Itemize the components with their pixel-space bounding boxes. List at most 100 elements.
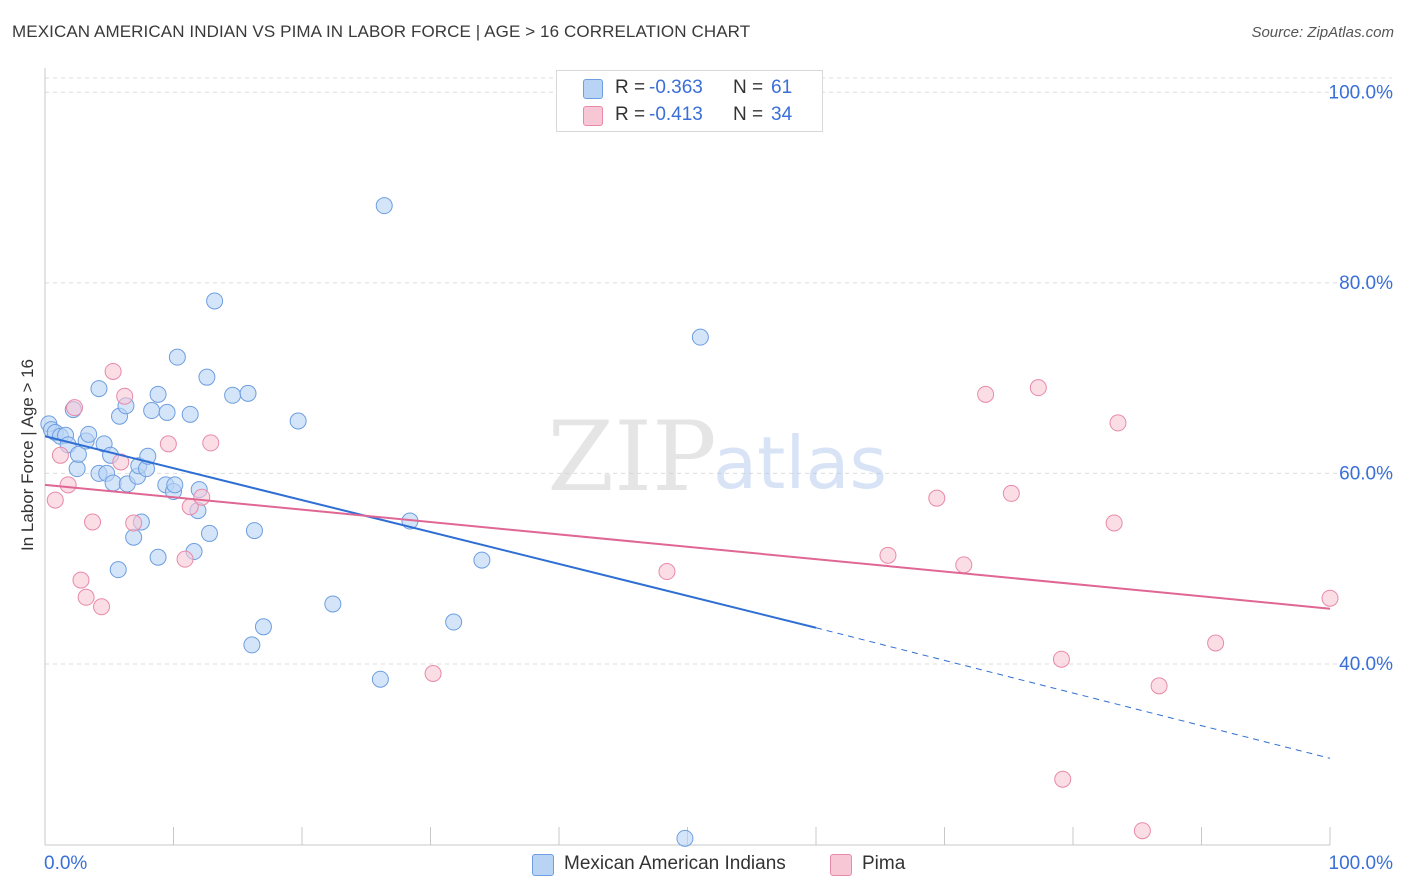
legend-r-label: R = (615, 77, 646, 98)
data-point (1054, 770, 1072, 788)
data-point (691, 328, 709, 346)
legend-swatch-pink (583, 106, 603, 126)
data-point (125, 528, 143, 546)
data-point (1109, 414, 1127, 432)
y-tick-label: 40.0% (1339, 654, 1393, 675)
data-point (1029, 379, 1047, 397)
data-point (206, 292, 224, 310)
legend-r-value: -0.363 (649, 77, 703, 98)
data-point (69, 445, 87, 463)
data-point (116, 387, 134, 405)
legend-swatch-pink (830, 854, 852, 876)
data-point (928, 489, 946, 507)
data-point (80, 425, 98, 443)
legend-r-label: R = (615, 104, 646, 125)
data-point (104, 362, 122, 380)
correlation-legend: R = -0.363 N = 61 R = -0.413 N = 34 (556, 70, 823, 132)
chart-title: MEXICAN AMERICAN INDIAN VS PIMA IN LABOR… (12, 22, 751, 41)
data-point (125, 514, 143, 532)
data-point (143, 402, 161, 420)
legend-swatch-blue (532, 854, 554, 876)
data-point (473, 551, 491, 569)
data-point (1150, 677, 1168, 695)
data-point (1321, 589, 1339, 607)
data-point (59, 476, 77, 494)
data-point (84, 513, 102, 531)
data-point (676, 829, 694, 847)
legend-n-label: N = (733, 77, 764, 98)
y-tick-label: 100.0% (1329, 82, 1394, 103)
data-point (879, 546, 897, 564)
data-point (977, 385, 995, 403)
data-point (245, 522, 263, 540)
data-point (424, 664, 442, 682)
legend-label: Mexican American Indians (564, 853, 786, 874)
data-point (375, 197, 393, 215)
data-point (239, 384, 257, 402)
data-point (254, 618, 272, 636)
y-tick-label: 60.0% (1339, 463, 1393, 484)
data-point (90, 380, 108, 398)
data-point (324, 595, 342, 613)
data-point (1052, 650, 1070, 668)
watermark-atlas: atlas (713, 421, 887, 505)
data-point (109, 561, 127, 579)
data-point (112, 453, 130, 471)
series-legend: Mexican American Indians Pima (0, 852, 1406, 878)
data-point (93, 598, 111, 616)
data-point (166, 476, 184, 494)
data-point (289, 412, 307, 430)
legend-swatch-blue (583, 79, 603, 99)
y-tick-labels: 40.0% 60.0% 80.0% 100.0% (1329, 82, 1394, 675)
data-point (445, 613, 463, 631)
data-point (198, 368, 216, 386)
chart-source: Source: ZipAtlas.com (1251, 24, 1394, 41)
data-point (202, 434, 220, 452)
legend-row-blue: R = -0.363 N = 61 (557, 75, 822, 101)
data-point (168, 348, 186, 366)
data-point (72, 571, 90, 589)
data-point (104, 474, 122, 492)
data-point (159, 435, 177, 453)
legend-label: Pima (862, 853, 906, 874)
data-point (955, 556, 973, 574)
data-point (1207, 634, 1225, 652)
data-point (149, 548, 167, 566)
data-point (158, 403, 176, 421)
series-mexican-american-indians (40, 197, 709, 847)
watermark-zip: ZIP (547, 401, 716, 513)
data-point (149, 385, 167, 403)
data-point (1133, 822, 1151, 840)
data-point (46, 491, 64, 509)
x-tick-label: 100.0% (1329, 853, 1394, 874)
legend-n-value: 61 (771, 77, 793, 98)
legend-r-value: -0.413 (649, 104, 703, 125)
y-tick-label: 80.0% (1339, 273, 1393, 294)
data-point (658, 563, 676, 581)
x-tick-label: 0.0% (44, 853, 87, 874)
data-point (77, 588, 95, 606)
trend-line-mexican-american-indians (44, 435, 817, 629)
data-point (200, 524, 218, 542)
data-point (243, 636, 261, 654)
data-point (193, 488, 211, 506)
trend-line-pima (44, 483, 1331, 610)
trend-line-extension (815, 627, 1331, 759)
data-point (181, 405, 199, 423)
legend-row-pink: R = -0.413 N = 34 (557, 102, 822, 128)
series-pima (46, 362, 1339, 840)
data-point (176, 550, 194, 568)
data-point (68, 460, 86, 478)
data-point (224, 386, 242, 404)
data-point (371, 670, 389, 688)
data-point (51, 446, 69, 464)
gridlines (45, 77, 1392, 665)
data-point (1105, 514, 1123, 532)
data-point (1002, 484, 1020, 502)
legend-n-value: 34 (771, 104, 793, 125)
y-axis-label: In Labor Force | Age > 16 (18, 358, 37, 552)
legend-n-label: N = (733, 104, 764, 125)
trend-lines (44, 435, 1331, 759)
data-point (66, 399, 84, 417)
